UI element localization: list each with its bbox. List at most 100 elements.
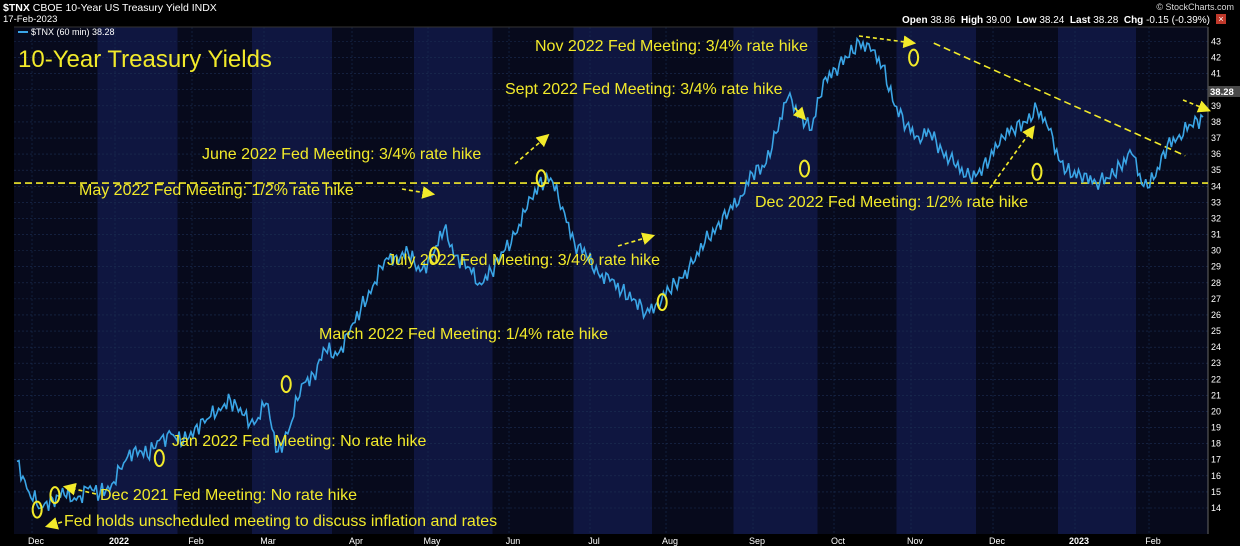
legend-label: $TNX (60 min) 38.28 [31,27,115,37]
resistance-trendline [933,42,1186,157]
annotation-arrow [401,186,436,199]
month-band [414,27,493,534]
chg-value: -0.15 (-0.39%) [1146,15,1210,26]
annotation-arrow [514,133,550,165]
x-tick-label: Feb [1145,536,1161,546]
y-tick-label: 14 [1211,503,1221,513]
annotation-arrow [62,482,97,496]
annotation-sep-2022: Sept 2022 Fed Meeting: 3/4% rate hike [505,81,783,98]
annotation-arrow [792,106,807,121]
y-tick-label: 16 [1211,471,1221,481]
x-tick-label: Oct [831,536,846,546]
y-tick-label: 18 [1211,439,1221,449]
annotation-arrows [44,35,1211,530]
annotation-nov-2022: Nov 2022 Fed Meeting: 3/4% rate hike [535,38,808,55]
y-tick-label: 15 [1211,487,1221,497]
annotation-dec-2021: Dec 2021 Fed Meeting: No rate hike [100,487,357,504]
y-tick-label: 20 [1211,406,1221,416]
annotation-arrow [989,125,1035,189]
low-label: Low [1016,15,1037,26]
y-tick-label: 33 [1211,197,1221,207]
annotation-unscheduled: Fed holds unscheduled meeting to discuss… [64,513,497,530]
chg-label: Chg [1123,15,1144,26]
close-icon[interactable]: × [1216,14,1226,24]
open-value: 38.86 [930,15,956,26]
annotation-jul-2022: July 2022 Fed Meeting: 3/4% rate hike [387,252,660,269]
annotation-dec-2022: Dec 2022 Fed Meeting: 1/2% rate hike [755,194,1028,211]
low-value: 38.24 [1039,15,1065,26]
last-value: 38.28 [1093,15,1119,26]
y-tick-label: 34 [1211,181,1221,191]
month-bands [97,27,1136,534]
symbol: $TNX [3,2,30,14]
y-tick-label: 23 [1211,358,1221,368]
annotation-arrow [1182,99,1211,113]
meeting-marker [153,449,165,468]
annotation-jan-2022: Jan 2022 Fed Meeting: No rate hike [172,433,426,450]
meeting-marker [31,500,43,519]
x-tick-label: Apr [349,536,363,546]
y-tick-label: 31 [1211,230,1221,240]
x-tick-label: Jun [506,536,521,546]
annotation-arrow [44,517,63,530]
x-tick-label: Jul [588,536,600,546]
x-tick-label: Mar [260,536,276,546]
meeting-marker [656,293,668,312]
meeting-marker [1031,162,1043,181]
chart-date: 17-Feb-2023 [3,14,58,25]
last-value-badge [1208,86,1240,97]
high-label: High [960,15,984,26]
x-tick-label: Sep [749,536,765,546]
y-tick-label: 17 [1211,455,1221,465]
y-tick-label: 22 [1211,374,1221,384]
y-tick-label: 27 [1211,294,1221,304]
high-value: 39.00 [985,15,1011,26]
y-tick-label: 32 [1211,213,1221,223]
y-tick-label: 35 [1211,165,1221,175]
y-tick-label: 29 [1211,262,1221,272]
x-tick-label: Dec [28,536,45,546]
month-band [1058,27,1136,534]
month-band [573,27,652,534]
watermark: © StockCharts.com [1156,2,1234,12]
ohlc-readout: Open 38.86 High 39.00 Low 38.24 Last 38.… [902,15,1210,26]
x-axis: Dec 2022 Feb Mar Apr May Jun Jul Aug Sep Oct Nov Dec… [28,536,1161,546]
y-tick-label: 39 [1211,101,1221,111]
x-tick-label: Nov [907,536,924,546]
description: CBOE 10-Year US Treasury Yield INDX [32,2,217,14]
x-tick-label: 2023 [1069,536,1089,546]
annotation-arrow [617,232,656,247]
month-band [97,27,178,534]
chart-title: 10-Year Treasury Yields [18,46,272,73]
meeting-marker [428,246,440,265]
y-tick-label: 43 [1211,37,1221,47]
meeting-marker [280,375,292,394]
x-tick-label: Dec [989,536,1006,546]
y-tick-label: 25 [1211,326,1221,336]
y-tick-label: 37 [1211,133,1221,143]
annotation-jun-2022: June 2022 Fed Meeting: 3/4% rate hike [202,146,481,163]
x-tick-label: Feb [188,536,204,546]
open-label: Open [902,15,928,26]
y-tick-label: 36 [1211,149,1221,159]
y-axis: 14 15 16 17 18 19 20 21 22 23 24 25 26 27 28 29 30 31 32 33… [1207,27,1221,534]
month-band [252,27,332,534]
meeting-marker [799,159,811,178]
y-tick-label: 41 [1211,69,1221,79]
y-tick-label: 28 [1211,278,1221,288]
y-tick-label: 21 [1211,390,1221,400]
annotation-arrow [858,35,917,49]
yield-series-line [16,36,1204,511]
meeting-marker [535,169,547,188]
gridlines [14,27,1208,534]
last-value-label: 38.28 [1210,87,1234,98]
y-tick-label: 42 [1211,53,1221,63]
last-label: Last [1069,15,1091,26]
legend-series: $TNX (60 min) 38.28 [18,27,115,37]
meeting-marker [49,486,61,505]
y-tick-label: 24 [1211,342,1221,352]
chart-header-line1: $TNX CBOE 10-Year US Treasury Yield INDX [3,2,217,14]
y-tick-label: 30 [1211,246,1221,256]
month-band [896,27,976,534]
